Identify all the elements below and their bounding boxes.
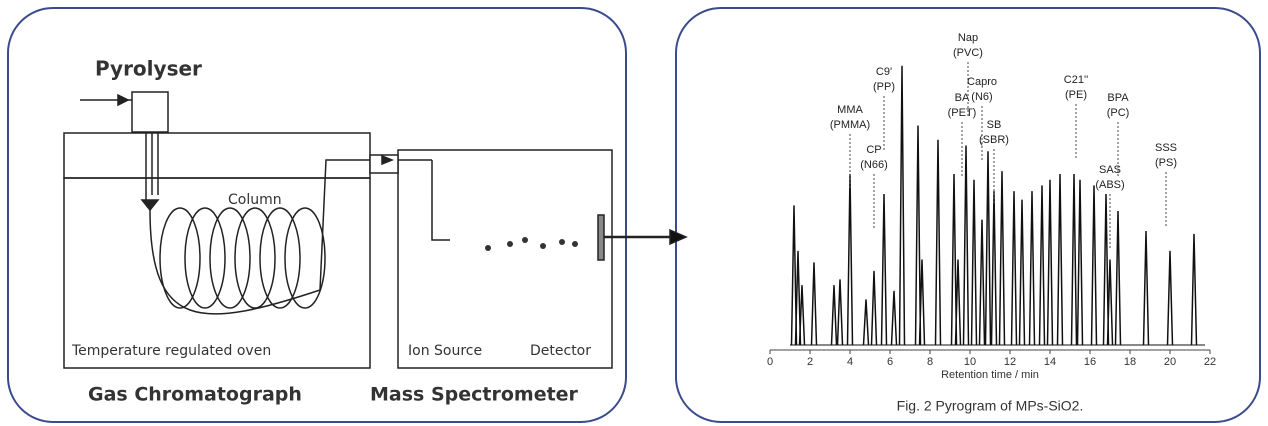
peak-label: (PET) bbox=[948, 107, 977, 119]
peak bbox=[794, 250, 802, 346]
x-tick-label: 4 bbox=[847, 356, 853, 368]
peak-label: (PMMA) bbox=[830, 119, 870, 131]
peak bbox=[984, 151, 992, 346]
x-tick-label: 12 bbox=[1004, 356, 1016, 368]
peak bbox=[1010, 191, 1018, 346]
right-panel bbox=[675, 7, 1261, 423]
peak-label: (PP) bbox=[873, 81, 895, 93]
peak bbox=[1142, 230, 1150, 346]
caption: Fig. 2 Pyrogram of MPs-SiO2. bbox=[897, 398, 1084, 414]
peak bbox=[1018, 199, 1026, 346]
gc-ms-diagram bbox=[63, 91, 688, 369]
label: Pyrolyser bbox=[95, 57, 202, 81]
peak-label: (ABS) bbox=[1095, 179, 1124, 191]
pyrogram: 0 2 4 6 8 10 12 14 16 18 20 22 Retention time / min F… bbox=[767, 32, 1216, 414]
peak bbox=[870, 270, 878, 346]
peak bbox=[1102, 193, 1110, 346]
peak bbox=[1056, 173, 1064, 346]
peak bbox=[950, 173, 958, 346]
peak bbox=[898, 65, 906, 346]
peak-label: (N66) bbox=[860, 159, 888, 171]
peak bbox=[830, 285, 838, 346]
peak-label: (PS) bbox=[1155, 157, 1177, 169]
peak bbox=[1166, 250, 1174, 346]
column-coil bbox=[159, 207, 326, 309]
peak bbox=[970, 179, 978, 346]
peak-label: CP bbox=[866, 144, 881, 156]
label: Gas Chromatograph bbox=[88, 384, 302, 406]
peak bbox=[918, 259, 926, 346]
peak bbox=[954, 259, 962, 346]
peak bbox=[1038, 185, 1046, 346]
peak bbox=[1090, 185, 1098, 346]
peak bbox=[934, 139, 942, 346]
peak bbox=[1028, 191, 1036, 346]
peak-label: (N6) bbox=[971, 91, 992, 103]
label: Column bbox=[228, 192, 282, 208]
peak bbox=[890, 290, 898, 346]
peak-label: (SBR) bbox=[979, 134, 1009, 146]
peak-label: BA bbox=[955, 92, 970, 104]
x-tick-label: 10 bbox=[964, 356, 976, 368]
peak-label: BPA bbox=[1107, 92, 1129, 104]
peak bbox=[798, 285, 806, 346]
peak bbox=[836, 279, 844, 346]
peak-label: SAS bbox=[1099, 164, 1121, 176]
x-tick-label: 8 bbox=[927, 356, 933, 368]
x-tick-label: 2 bbox=[807, 356, 813, 368]
peak bbox=[962, 145, 970, 346]
x-tick-label: 18 bbox=[1124, 356, 1136, 368]
peak bbox=[880, 193, 888, 346]
peak-label: Capro bbox=[967, 76, 997, 88]
x-tick-label: 6 bbox=[887, 356, 893, 368]
peak bbox=[1114, 211, 1122, 346]
peak bbox=[1190, 233, 1198, 346]
peak bbox=[862, 299, 870, 346]
x-tick-label: 14 bbox=[1044, 356, 1056, 368]
label: Temperature regulated oven bbox=[71, 343, 271, 359]
peak bbox=[1076, 179, 1084, 346]
left-panel bbox=[7, 7, 627, 423]
peak bbox=[998, 171, 1006, 346]
peak bbox=[914, 125, 922, 346]
peak-label: SSS bbox=[1155, 142, 1177, 154]
ions bbox=[485, 237, 578, 251]
peak-label: (PC) bbox=[1107, 107, 1130, 119]
peak bbox=[846, 173, 854, 346]
label: Ion Source bbox=[408, 343, 482, 359]
x-axis-label: Retention time / min bbox=[941, 369, 1039, 381]
peak-label: C21'' bbox=[1064, 74, 1088, 86]
x-tick-label: 22 bbox=[1204, 356, 1216, 368]
peak bbox=[990, 191, 998, 346]
peak-label: MMA bbox=[837, 104, 863, 116]
peak-label: (PE) bbox=[1065, 89, 1087, 101]
peak-label: (PVC) bbox=[953, 47, 983, 59]
peak-label: SB bbox=[987, 119, 1002, 131]
peak bbox=[790, 205, 798, 346]
x-tick-label: 0 bbox=[767, 356, 773, 368]
peak-label: C9' bbox=[876, 66, 892, 78]
label: Mass Spectrometer bbox=[370, 384, 579, 406]
x-tick-label: 16 bbox=[1084, 356, 1096, 368]
x-tick-label: 20 bbox=[1164, 356, 1176, 368]
peak bbox=[1046, 179, 1054, 346]
peak-label: Nap bbox=[958, 32, 978, 44]
peak bbox=[810, 262, 818, 346]
label: Detector bbox=[530, 343, 591, 359]
peak bbox=[1106, 259, 1114, 346]
peak bbox=[978, 219, 986, 346]
peak bbox=[1070, 173, 1078, 346]
